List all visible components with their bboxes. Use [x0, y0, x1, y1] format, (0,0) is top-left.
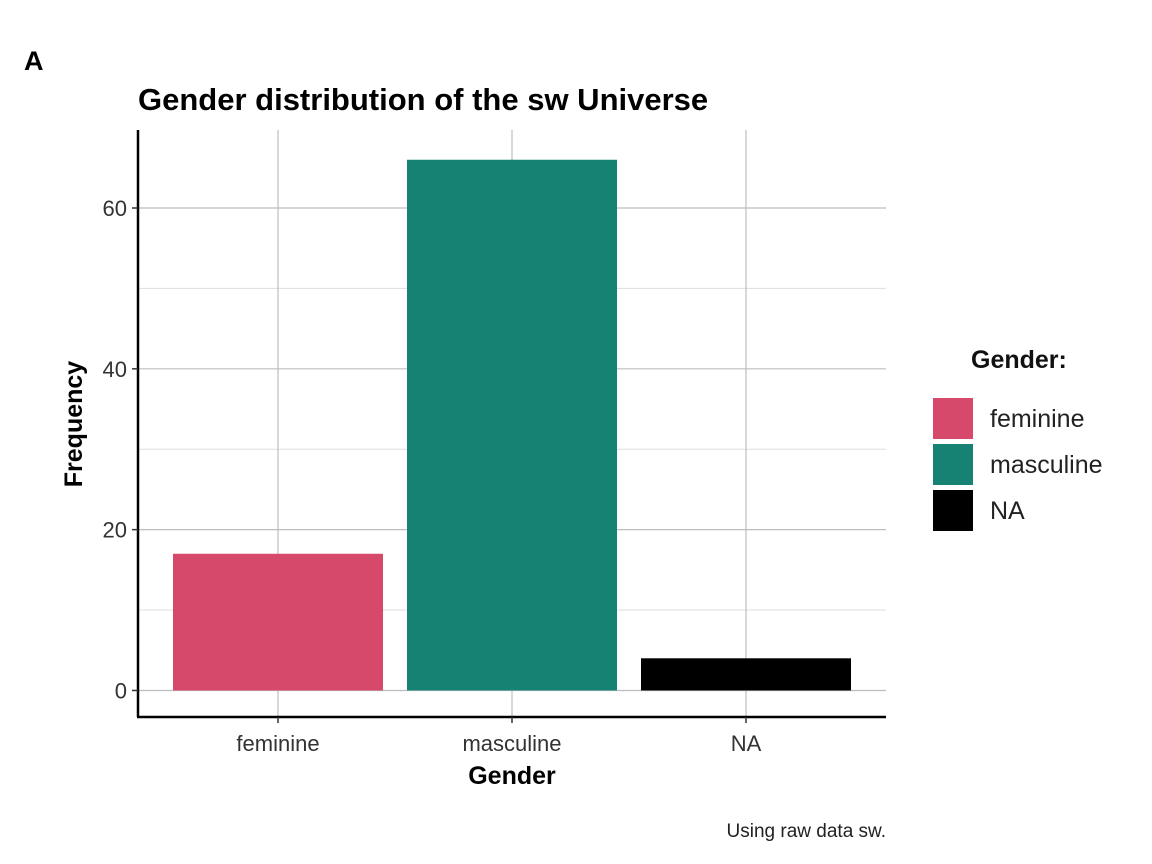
- bar-feminine: [173, 553, 383, 691]
- panel-tag: A: [24, 46, 44, 76]
- y-tick-label: 40: [103, 357, 127, 382]
- bar-na: [641, 658, 851, 691]
- bar-masculine: [407, 159, 617, 691]
- legend-key-masculine: [931, 442, 975, 487]
- x-tick-label: feminine: [236, 731, 319, 756]
- legend-key-feminine: [931, 396, 975, 441]
- bars: [173, 159, 851, 691]
- y-ticks: 0 20 40 60: [103, 196, 138, 703]
- legend-label: feminine: [990, 405, 1085, 433]
- x-tick-label: masculine: [462, 731, 561, 756]
- legend-key-na: [931, 488, 975, 533]
- y-axis-label: Frequency: [60, 361, 88, 488]
- y-tick-label: 20: [103, 518, 127, 543]
- y-tick-label: 60: [103, 196, 127, 221]
- legend-label: masculine: [990, 451, 1103, 479]
- x-ticks: feminine masculine NA: [236, 717, 762, 756]
- x-tick-label: NA: [731, 731, 762, 756]
- legend-title: Gender:: [971, 346, 1067, 374]
- chart-title: Gender distribution of the sw Universe: [138, 82, 708, 117]
- chart-caption: Using raw data sw.: [727, 821, 886, 842]
- legend: Gender: feminine masculine NA: [931, 346, 1103, 533]
- y-tick-label: 0: [115, 678, 127, 703]
- legend-label: NA: [990, 497, 1025, 525]
- x-axis-label: Gender: [468, 762, 556, 790]
